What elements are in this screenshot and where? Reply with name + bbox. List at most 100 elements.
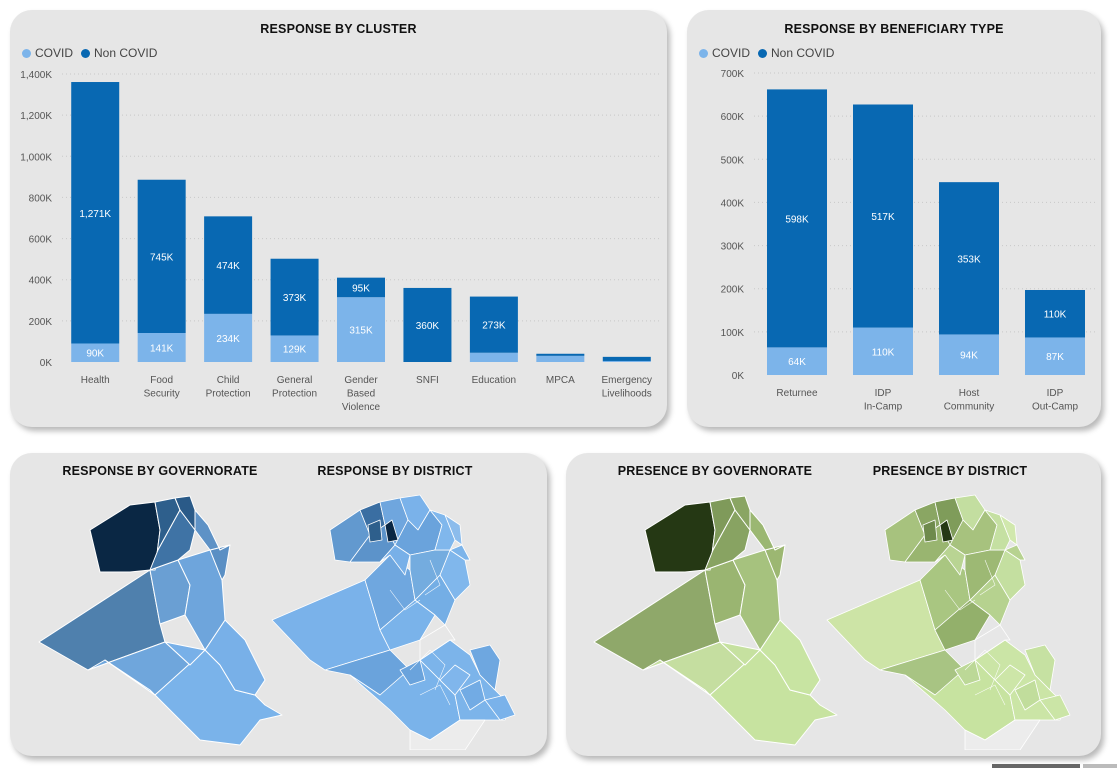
data-label: 64K <box>788 357 806 368</box>
covid-legend-label: COVID <box>712 46 751 60</box>
y-tick-label: 400K <box>29 276 53 287</box>
bar-covid-idp-out-camp[interactable] <box>1025 337 1085 375</box>
page-scroll-indicator[interactable] <box>992 764 1080 768</box>
y-tick-label: 100K <box>721 328 745 339</box>
data-label: 745K <box>150 252 174 263</box>
x-tick-label: Livelihoods <box>602 389 652 400</box>
presence-district-title: PRESENCE BY DISTRICT <box>872 464 1028 478</box>
covid-legend-label: COVID <box>35 46 74 60</box>
y-tick-label: 0K <box>40 358 53 369</box>
data-label: 360K <box>416 321 440 332</box>
bar-covid-child-protection[interactable] <box>204 313 253 362</box>
x-tick-label: Protection <box>206 389 251 400</box>
data-label: 90K <box>86 349 104 360</box>
x-tick-label: Emergency <box>601 375 652 386</box>
y-tick-label: 600K <box>29 235 53 246</box>
presence-governorate-title: PRESENCE BY GOVERNORATE <box>617 464 813 478</box>
bar-covid-mpca[interactable] <box>536 355 585 362</box>
x-tick-label: IDP <box>1047 388 1064 399</box>
presence-governorate-map[interactable] <box>585 490 845 750</box>
y-tick-label: 0K <box>732 371 745 382</box>
bar-covid-general-protection[interactable] <box>270 335 319 362</box>
response-district-title: RESPONSE BY DISTRICT <box>317 464 473 478</box>
x-tick-label: Host <box>959 388 980 399</box>
bar-non-covid-idp-in-camp[interactable] <box>853 104 913 328</box>
x-tick-label: Out-Camp <box>1032 402 1079 413</box>
y-tick-label: 600K <box>721 112 745 123</box>
bar-non-covid-gender-based-violence[interactable] <box>337 277 385 298</box>
bar-non-covid-host-community[interactable] <box>939 182 999 335</box>
x-tick-label: Community <box>944 402 995 413</box>
bar-covid-idp-in-camp[interactable] <box>853 327 913 375</box>
bar-covid-gender-based-violence[interactable] <box>337 297 385 362</box>
response-governorate-title: RESPONSE BY GOVERNORATE <box>62 464 258 478</box>
data-label: 1,271K <box>79 209 111 220</box>
y-tick-label: 200K <box>29 317 53 328</box>
x-tick-label: Protection <box>272 389 317 400</box>
bar-non-covid-health[interactable] <box>71 82 120 344</box>
bar-non-covid-emergency-livelihoods[interactable] <box>602 356 651 361</box>
bar-covid-health[interactable] <box>71 343 120 362</box>
data-label: 315K <box>349 326 373 337</box>
data-label: 517K <box>871 212 895 223</box>
cluster-legend: COVID Non COVID <box>22 46 157 60</box>
data-label: 353K <box>957 254 981 265</box>
bar-covid-host-community[interactable] <box>939 334 999 375</box>
covid-legend-dot <box>22 48 31 58</box>
bar-non-covid-mpca[interactable] <box>536 353 585 356</box>
y-tick-label: 300K <box>721 242 745 253</box>
x-tick-label: In-Camp <box>864 402 903 413</box>
data-label: 474K <box>216 261 240 272</box>
data-label: 598K <box>785 214 809 225</box>
bar-non-covid-returnee[interactable] <box>767 89 827 348</box>
bar-non-covid-education[interactable] <box>469 296 518 353</box>
cluster-title: RESPONSE BY CLUSTER <box>260 22 417 36</box>
non-covid-legend-label: Non COVID <box>94 46 158 60</box>
response-governorate-map[interactable] <box>30 490 290 750</box>
y-tick-label: 1,000K <box>20 152 52 163</box>
covid-legend-dot <box>699 48 708 58</box>
bar-non-covid-general-protection[interactable] <box>270 258 319 336</box>
data-label: 87K <box>1046 352 1064 363</box>
beneficiary-legend: COVID Non COVID <box>699 46 834 60</box>
presence-district-map[interactable] <box>825 490 1085 750</box>
x-tick-label: Violence <box>342 402 381 413</box>
data-label: 273K <box>482 321 506 332</box>
x-tick-label: General <box>277 375 313 386</box>
data-label: 129K <box>283 345 307 356</box>
beneficiary-title: RESPONSE BY BENEFICIARY TYPE <box>784 22 1004 36</box>
x-tick-label: IDP <box>875 388 892 399</box>
non-covid-legend-label: Non COVID <box>771 46 835 60</box>
x-tick-label: Health <box>81 375 110 386</box>
beneficiary-bar-chart: 0K 100K 200K 300K 400K 500K 600K 700K 64K 598K Ret… <box>721 69 1098 413</box>
y-tick-label: 500K <box>721 155 745 166</box>
bar-covid-education[interactable] <box>469 352 518 362</box>
data-label: 110K <box>1044 310 1067 321</box>
non-covid-legend-dot <box>758 48 768 58</box>
y-tick-label: 1,400K <box>20 70 52 81</box>
x-tick-label: Education <box>472 375 516 386</box>
bar-non-covid-idp-out-camp[interactable] <box>1025 290 1085 338</box>
bar-covid-food-security[interactable] <box>137 332 186 362</box>
bar-non-covid-snfi[interactable] <box>403 287 452 362</box>
non-covid-legend-dot <box>81 48 91 58</box>
response-district-map[interactable] <box>270 490 530 750</box>
x-tick-label: Security <box>144 389 180 400</box>
y-tick-label: 400K <box>721 198 745 209</box>
x-tick-label: SNFI <box>416 375 439 386</box>
x-tick-label: MPCA <box>546 375 575 386</box>
x-tick-label: Based <box>347 389 375 400</box>
bar-non-covid-child-protection[interactable] <box>204 216 253 314</box>
data-label: 95K <box>352 283 370 294</box>
data-label: 373K <box>283 293 307 304</box>
x-tick-label: Food <box>150 375 173 386</box>
bar-covid-returnee[interactable] <box>767 347 827 375</box>
x-tick-label: Returnee <box>776 388 818 399</box>
x-tick-label: Child <box>217 375 240 386</box>
data-label: 110K <box>872 347 895 358</box>
bar-non-covid-food-security[interactable] <box>137 179 186 333</box>
y-tick-label: 800K <box>29 193 53 204</box>
page-scroll-indicator-secondary[interactable] <box>1083 764 1117 768</box>
bar-covid-emergency-livelihoods[interactable] <box>602 360 651 362</box>
data-label: 234K <box>216 334 240 345</box>
